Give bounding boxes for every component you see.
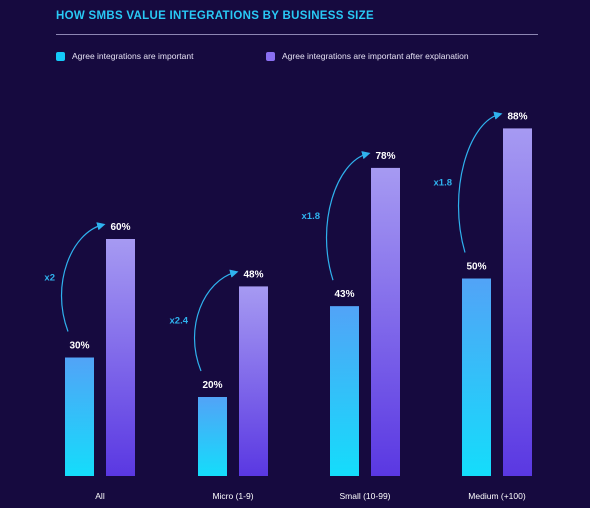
legend-item-important: Agree integrations are important xyxy=(56,51,193,61)
legend-swatch-after-explanation xyxy=(266,51,275,61)
chart-title: HOW SMBS VALUE INTEGRATIONS BY BUSINESS … xyxy=(56,10,374,22)
bar-value-label: 30% xyxy=(69,341,89,352)
category-label: Medium (+100) xyxy=(468,491,526,501)
bar-value-label: 60% xyxy=(110,222,130,233)
category-label: All xyxy=(95,491,105,501)
bar-value-label: 48% xyxy=(243,269,263,280)
bar-after-explanation-0 xyxy=(106,239,135,476)
legend-swatch-important xyxy=(56,51,65,61)
bar-important-2 xyxy=(330,306,359,476)
category-label: Micro (1-9) xyxy=(212,491,253,501)
title-divider xyxy=(56,34,538,35)
category-label: Small (10-99) xyxy=(339,491,390,501)
multiplier-label: x2.4 xyxy=(170,316,189,327)
bar-value-label: 20% xyxy=(202,380,222,391)
bar-value-label: 78% xyxy=(375,151,395,162)
multiplier-label: x1.8 xyxy=(434,177,453,188)
legend-label-after-explanation: Agree integrations are important after e… xyxy=(282,51,469,61)
multiplier-arrow xyxy=(457,111,503,253)
bar-important-3 xyxy=(462,278,491,476)
bar-value-label: 43% xyxy=(334,289,354,300)
multiplier-arrow xyxy=(325,151,371,281)
bar-important-1 xyxy=(198,397,227,476)
bar-after-explanation-3 xyxy=(503,128,532,476)
bar-after-explanation-2 xyxy=(371,167,400,476)
legend-label-important: Agree integrations are important xyxy=(72,51,194,61)
multiplier-label: x1.8 xyxy=(302,211,321,222)
bar-value-label: 88% xyxy=(507,111,527,122)
legend-item-after-explanation: Agree integrations are important after e… xyxy=(266,51,469,61)
bar-value-label: 50% xyxy=(466,262,486,273)
multiplier-arrow xyxy=(193,269,239,372)
bar-after-explanation-1 xyxy=(239,286,268,476)
multiplier-label: x2 xyxy=(44,272,55,283)
bar-important-0 xyxy=(65,357,94,476)
multiplier-arrow xyxy=(60,222,106,332)
